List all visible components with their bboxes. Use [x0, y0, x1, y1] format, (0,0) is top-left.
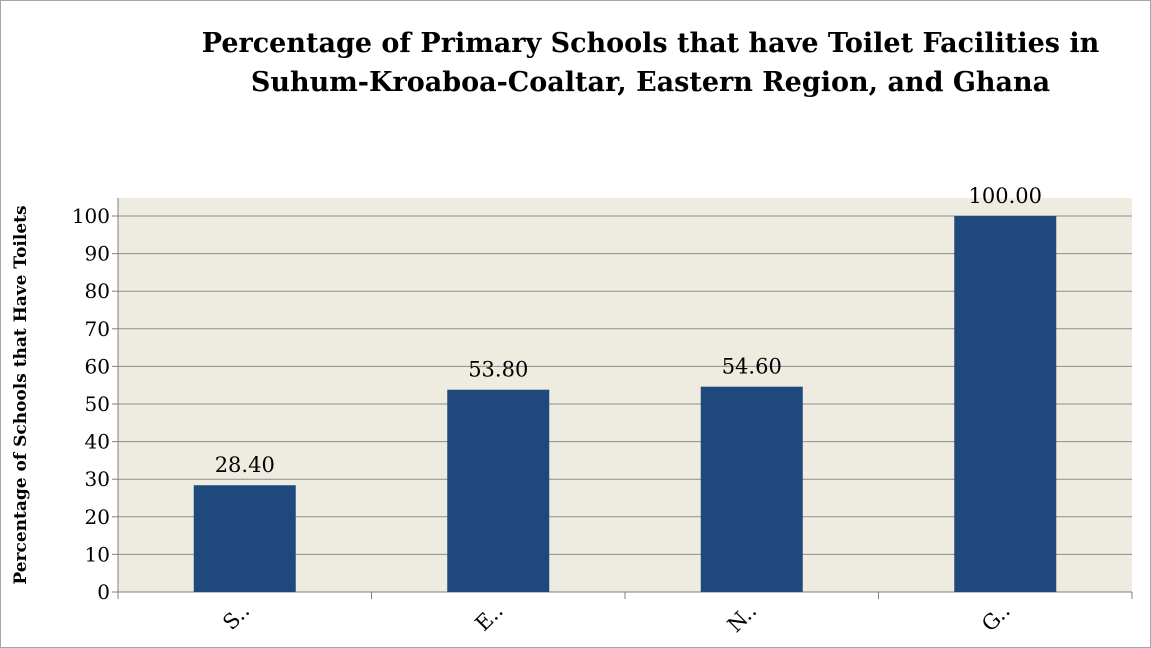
data-label: 100.00 [969, 184, 1042, 208]
category-label: N.. [723, 599, 761, 637]
y-tick-label: 20 [85, 505, 110, 529]
category-label: E.. [471, 599, 508, 636]
y-tick-label: 40 [85, 430, 110, 454]
bar [447, 389, 550, 592]
category-label: G.. [977, 599, 1015, 637]
bar [954, 216, 1057, 592]
data-label: 28.40 [215, 453, 275, 477]
chart-title-line-1: Percentage of Primary Schools that have … [201, 28, 1100, 59]
y-tick-label: 90 [85, 242, 110, 266]
y-tick-label: 30 [85, 467, 110, 491]
y-tick-label: 10 [85, 542, 110, 566]
bar [193, 485, 296, 592]
y-axis-title: Percentage of Schools that Have Toilets [11, 205, 31, 584]
chart-title-line-2: Suhum-Kroaboa-Coaltar, Eastern Region, a… [250, 67, 1051, 98]
y-tick-label: 80 [85, 279, 110, 303]
y-tick-label: 60 [85, 354, 110, 378]
data-label: 53.80 [468, 358, 528, 382]
y-tick-label: 50 [85, 392, 110, 416]
y-tick-label: 70 [85, 317, 110, 341]
y-tick-label: 100 [72, 204, 110, 228]
y-tick-label: 0 [97, 580, 110, 604]
data-label: 54.60 [722, 355, 782, 379]
category-label: S.. [218, 599, 254, 635]
bar [700, 386, 803, 592]
